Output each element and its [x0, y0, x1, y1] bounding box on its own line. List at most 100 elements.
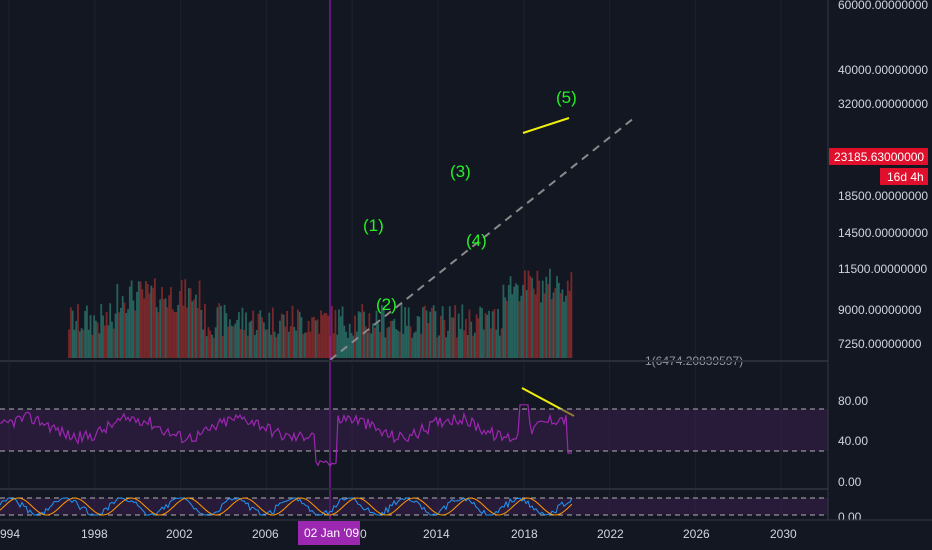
volume-bar — [284, 326, 287, 358]
volume-bar — [170, 287, 172, 358]
volume-bar — [152, 287, 154, 358]
volume-bar — [139, 281, 142, 358]
rsi-axis-label: 0.00 — [838, 475, 862, 489]
volume-bar — [96, 322, 99, 358]
wave-label-1[interactable]: (1) — [363, 216, 384, 235]
volume-bar — [114, 313, 117, 358]
volume-bar — [472, 335, 474, 358]
volume-bar — [241, 307, 244, 358]
volume-bar — [563, 301, 566, 358]
wave-label-3[interactable]: (3) — [450, 162, 471, 181]
volume-bar — [488, 310, 491, 358]
volume-bar — [377, 323, 380, 358]
volume-bar — [461, 304, 464, 358]
volume-bar — [556, 276, 558, 358]
stoch-panel[interactable] — [0, 497, 828, 516]
volume-bar — [73, 329, 76, 358]
volume-bar — [411, 337, 414, 358]
volume-bar — [245, 312, 247, 358]
volume-bar — [423, 305, 426, 358]
volume-bar — [354, 315, 356, 358]
volume-bar — [236, 319, 238, 358]
volume-bar — [93, 315, 95, 358]
volume-bar — [209, 330, 212, 358]
time-label: 994 — [0, 527, 20, 541]
wave5-trendline[interactable] — [522, 117, 570, 134]
volume-bar — [268, 312, 271, 358]
volume-bar — [162, 299, 165, 358]
volume-bar — [515, 283, 517, 358]
volume-bar — [189, 288, 192, 358]
volume-bar — [86, 305, 88, 358]
volume-bar — [343, 325, 346, 358]
volume-bar — [486, 314, 489, 358]
dashed-trendline[interactable] — [329, 117, 635, 361]
wave-label-2[interactable]: (2) — [376, 295, 397, 314]
time-label: 2014 — [423, 527, 450, 541]
volume-bar — [178, 291, 181, 358]
volume-bar — [239, 329, 242, 358]
volume-bar — [313, 316, 315, 358]
volume-bar — [490, 328, 492, 358]
volume-bar — [89, 315, 92, 358]
volume-bar — [134, 310, 137, 358]
volume-bar — [321, 314, 324, 358]
time-label: 1998 — [81, 527, 108, 541]
rsi-panel[interactable] — [0, 404, 828, 468]
volume-bar — [84, 310, 87, 358]
volume-bar — [214, 327, 217, 358]
volume-bar — [318, 333, 321, 358]
volume-bar — [166, 307, 169, 358]
volume-bar — [502, 284, 505, 358]
rsi-axis-label: 80.00 — [838, 394, 868, 408]
volume-bar — [338, 309, 340, 358]
volume-bar — [103, 325, 106, 358]
price-label: 14500.00000000 — [838, 226, 928, 240]
volume-bar — [128, 286, 131, 358]
volume-bar — [125, 312, 128, 358]
volume-bar — [279, 320, 281, 358]
price-label: 32000.00000000 — [838, 97, 928, 111]
volume-bar — [552, 292, 555, 358]
volume-bar — [196, 308, 199, 358]
volume-bar — [243, 330, 246, 358]
volume-bar — [277, 333, 280, 358]
volume-bar — [116, 283, 119, 358]
volume-bar — [497, 309, 499, 358]
volume-bar — [187, 288, 190, 358]
volume-bar — [175, 311, 178, 358]
volume-bar — [332, 333, 335, 358]
volume-bar — [195, 294, 197, 358]
volume-bar — [252, 310, 255, 358]
volume-bar — [314, 320, 317, 358]
time-label: 2018 — [511, 527, 538, 541]
volume-bar — [205, 336, 208, 358]
volume-bar — [255, 329, 258, 358]
volume-bar — [270, 334, 272, 358]
price-axis[interactable]: 60000.00000000 40000.00000000 32000.0000… — [827, 0, 932, 550]
volume-bar — [223, 304, 226, 358]
volume-bar — [548, 268, 551, 358]
volume-bar — [570, 272, 573, 358]
volume-bar — [105, 312, 108, 358]
volume-bar — [302, 333, 305, 358]
volume-bar — [282, 314, 285, 358]
volume-bar — [402, 333, 405, 358]
volume-bar — [429, 311, 432, 358]
volume-bar — [507, 285, 510, 358]
volume-bar — [327, 315, 330, 358]
wave-label-4[interactable]: (4) — [466, 231, 487, 250]
time-axis[interactable]: 994 1998 2002 2006 2010 2014 2018 2022 2… — [0, 519, 932, 550]
wave-label-5[interactable]: (5) — [556, 88, 577, 107]
volume-bar — [280, 313, 283, 358]
volume-bar — [123, 302, 126, 358]
volume-bar — [296, 309, 299, 358]
volume-bar — [439, 315, 442, 358]
volume-bar — [339, 316, 342, 358]
volume-bar — [384, 337, 387, 358]
volume-bar — [207, 327, 210, 358]
wave-labels[interactable]: (1) (2) (3) (4) (5) — [363, 88, 577, 314]
volume-bar — [427, 323, 430, 358]
volume-bar — [525, 290, 528, 358]
